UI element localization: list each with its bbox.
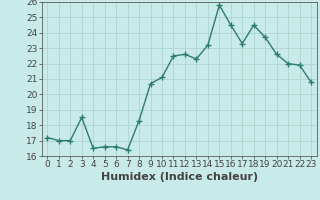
X-axis label: Humidex (Indice chaleur): Humidex (Indice chaleur) [100,172,258,182]
